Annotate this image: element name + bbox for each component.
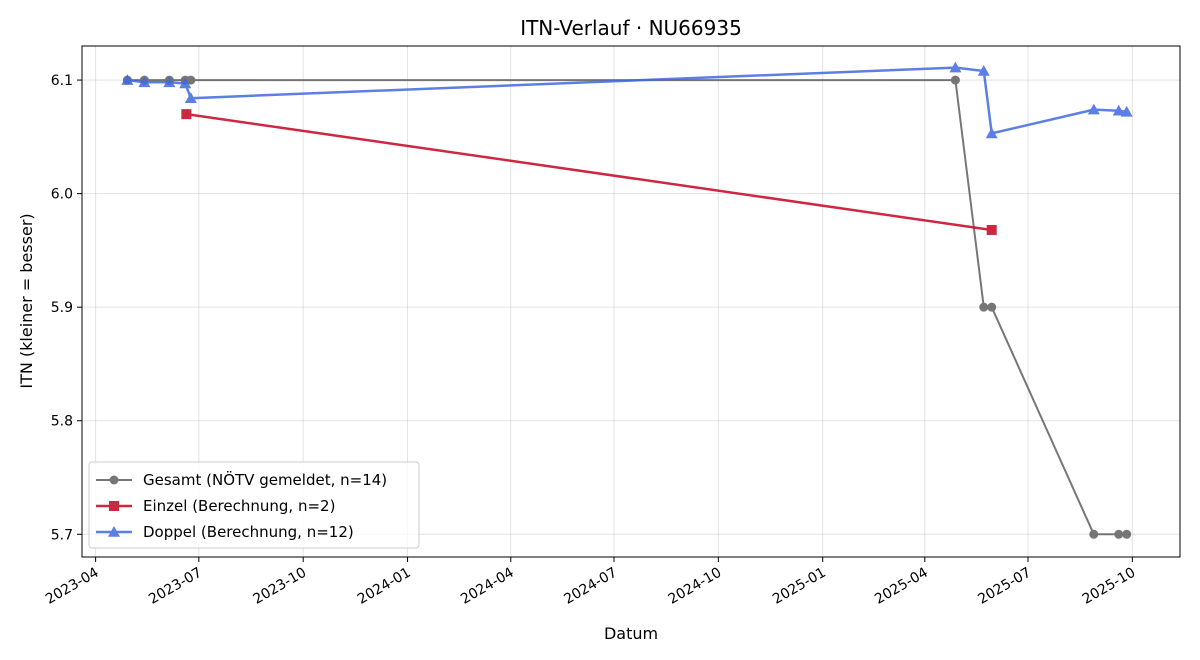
legend-marker bbox=[108, 526, 120, 537]
series-line-doppel bbox=[127, 66, 1127, 135]
x-axis-title: Datum bbox=[604, 624, 658, 643]
legend-item-einzel bbox=[96, 501, 132, 511]
data-point-doppel bbox=[1120, 105, 1133, 117]
data-point-doppel bbox=[1112, 104, 1125, 116]
series-line-einzel bbox=[186, 112, 992, 232]
x-tick-label: 2024-01 bbox=[355, 565, 414, 608]
data-point-doppel bbox=[184, 92, 197, 104]
data-point-gesamt bbox=[979, 302, 989, 312]
plot-frame bbox=[81, 45, 1181, 558]
legend-marker bbox=[109, 501, 119, 511]
x-tick-label: 2024-07 bbox=[561, 565, 620, 608]
data-point-einzel bbox=[986, 224, 997, 235]
series-doppel bbox=[121, 61, 1133, 139]
legend: Gesamt (NÖTV gemeldet, n=14) Einzel (Bere… bbox=[88, 461, 420, 549]
data-point-gesamt bbox=[987, 302, 997, 312]
y-tick-label: 6.0 bbox=[51, 187, 73, 203]
chart-title: ITN-Verlauf · NU66935 bbox=[520, 16, 742, 40]
data-point-doppel bbox=[977, 64, 990, 76]
x-tick-label: 2025-04 bbox=[872, 565, 931, 608]
x-tick-label: 2025-10 bbox=[1080, 565, 1139, 608]
x-tick-label: 2023-04 bbox=[43, 565, 102, 608]
y-tick-label: 5.7 bbox=[51, 527, 73, 543]
data-point-gesamt bbox=[1122, 529, 1132, 539]
legend-item-doppel bbox=[96, 526, 132, 537]
data-point-gesamt bbox=[1114, 529, 1124, 539]
legend-item-gesamt bbox=[96, 475, 132, 485]
y-axis-title: ITN (kleiner = besser) bbox=[17, 213, 36, 388]
legend-label: Gesamt (NÖTV gemeldet, n=14) bbox=[143, 470, 387, 489]
series-einzel bbox=[181, 109, 997, 235]
data-point-doppel bbox=[179, 77, 192, 89]
x-tick-label: 2024-04 bbox=[458, 565, 517, 608]
data-point-doppel bbox=[985, 127, 998, 139]
x-tick-label: 2023-10 bbox=[251, 565, 310, 608]
y-tick-label: 5.8 bbox=[51, 414, 73, 430]
data-point-doppel bbox=[949, 61, 962, 73]
x-tick-label: 2025-07 bbox=[975, 565, 1034, 608]
x-tick-label: 2025-01 bbox=[770, 565, 829, 608]
x-tick-label: 2023-07 bbox=[146, 565, 205, 608]
y-tick-label: 5.9 bbox=[51, 300, 73, 316]
legend-label: Doppel (Berechnung, n=12) bbox=[143, 523, 354, 541]
legend-marker bbox=[109, 475, 119, 485]
y-tick-label: 6.1 bbox=[51, 73, 73, 89]
data-point-gesamt bbox=[950, 75, 960, 85]
x-tick-label: 2024-10 bbox=[666, 565, 725, 608]
data-point-doppel bbox=[1087, 103, 1100, 115]
data-point-gesamt bbox=[186, 75, 196, 85]
legend-box bbox=[88, 461, 420, 549]
data-point-doppel bbox=[163, 76, 176, 88]
data-point-doppel bbox=[121, 74, 134, 85]
data-point-einzel bbox=[181, 109, 192, 120]
series-layer bbox=[121, 61, 1133, 539]
data-point-gesamt bbox=[1089, 529, 1099, 539]
legend-label: Einzel (Berechnung, n=2) bbox=[143, 497, 335, 515]
data-point-doppel bbox=[138, 76, 151, 88]
